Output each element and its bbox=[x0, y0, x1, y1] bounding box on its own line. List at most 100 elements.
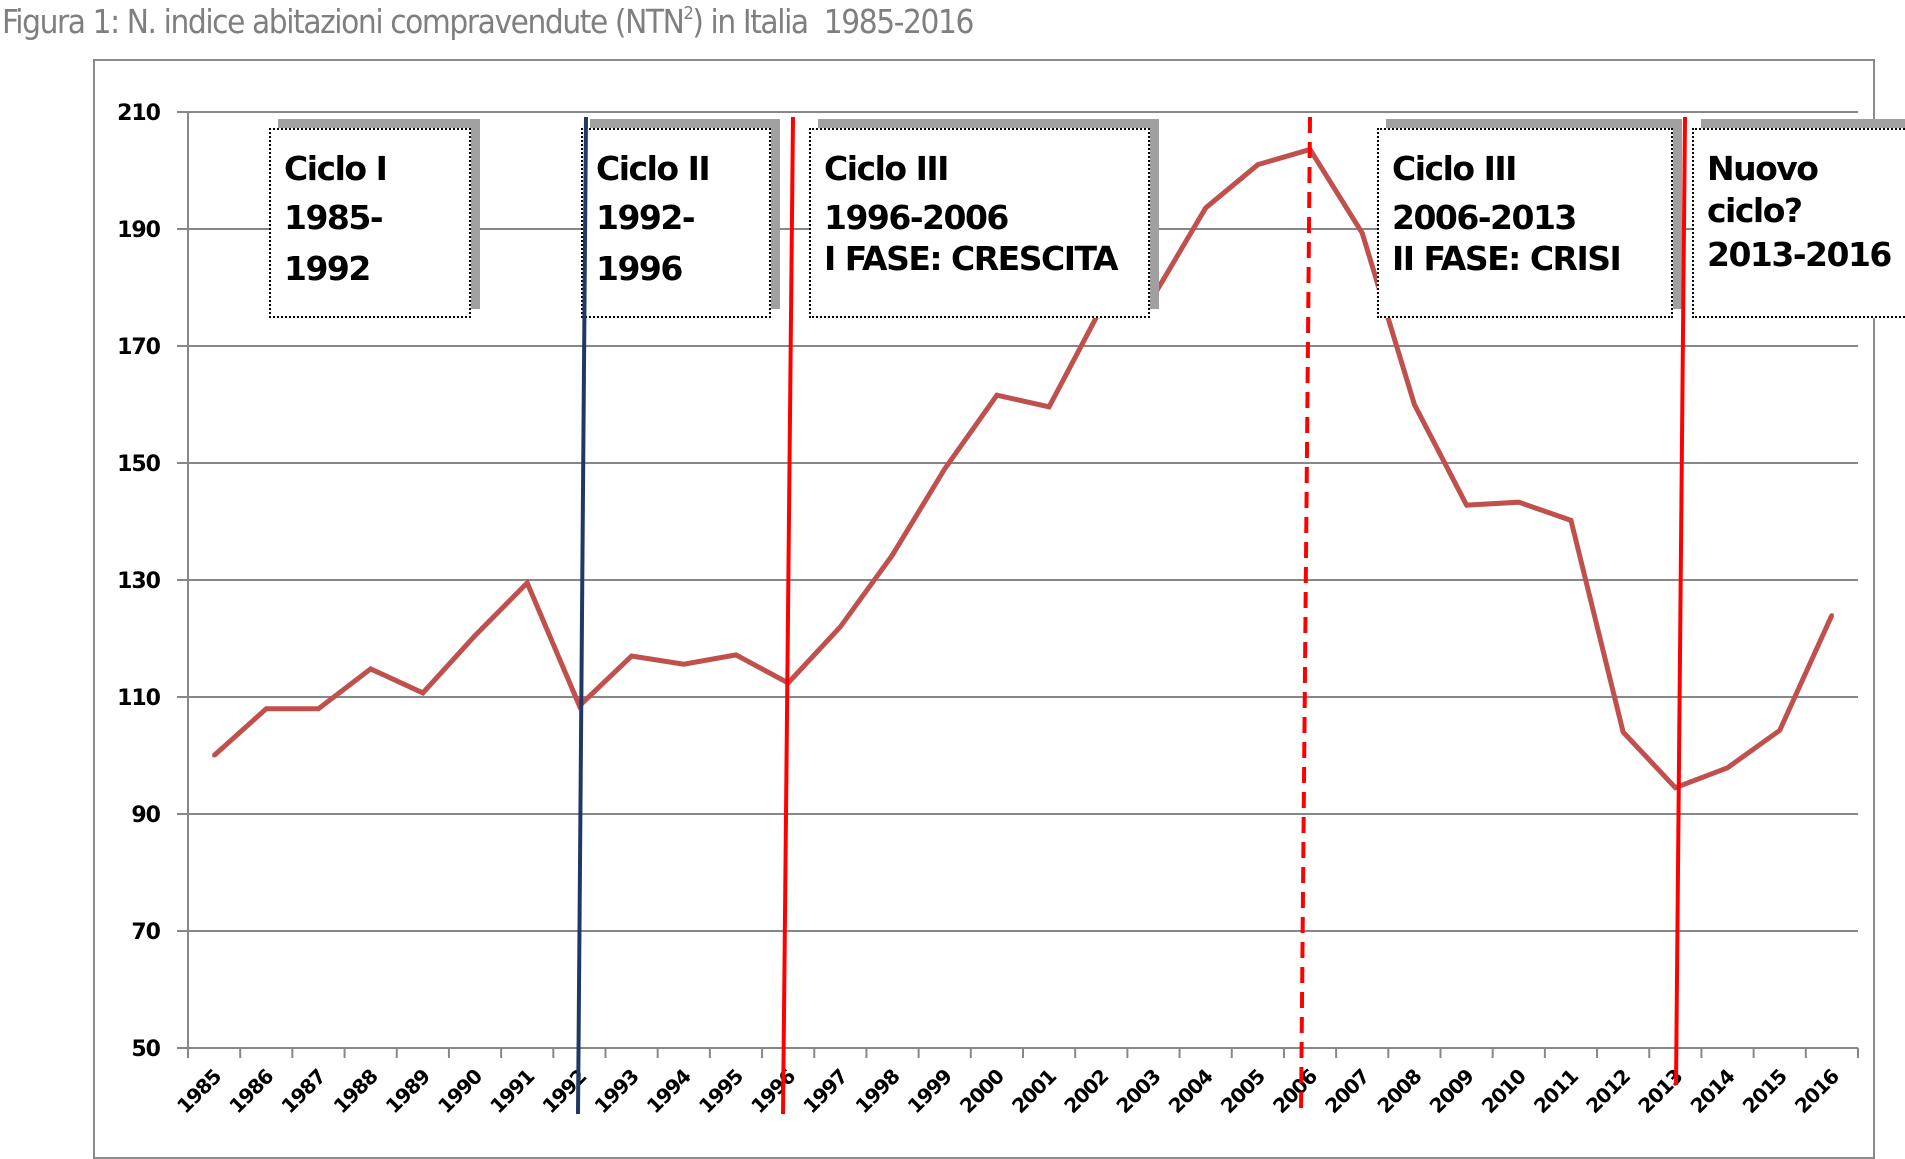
data-point bbox=[629, 654, 634, 659]
x-tick-label: 2007 bbox=[1320, 1065, 1374, 1119]
annotation-shadow bbox=[1148, 119, 1159, 309]
annotation-shadow bbox=[278, 119, 480, 130]
data-point bbox=[1412, 402, 1417, 407]
x-tick-label: 1987 bbox=[276, 1065, 330, 1119]
x-tick-label: 1986 bbox=[224, 1065, 278, 1119]
x-tick-label: 2008 bbox=[1372, 1065, 1426, 1119]
annotation-box: Nuovo ciclo? 2013-2016 bbox=[1692, 128, 1905, 318]
annotation-line: 2013-2016 bbox=[1707, 235, 1892, 274]
annotation-line: ciclo? bbox=[1707, 191, 1803, 230]
data-point bbox=[1621, 730, 1626, 735]
annotation-line: 1992 bbox=[284, 249, 371, 288]
y-tick-label: 70 bbox=[131, 920, 160, 945]
annotation-box: Ciclo II 1992- 1996 bbox=[581, 128, 771, 318]
x-tick-label: 2009 bbox=[1425, 1065, 1479, 1119]
data-point bbox=[1673, 785, 1678, 790]
data-point bbox=[838, 624, 843, 629]
annotation-box: Ciclo III 2006-2013 II FASE: CRISI bbox=[1377, 128, 1673, 318]
data-point bbox=[1568, 518, 1573, 523]
x-tick-label: 1991 bbox=[485, 1065, 539, 1119]
data-point bbox=[1360, 231, 1365, 236]
y-tick-label: 170 bbox=[117, 335, 161, 360]
data-point bbox=[1047, 404, 1052, 409]
x-tick-label: 1992 bbox=[537, 1065, 591, 1119]
data-point bbox=[1203, 205, 1208, 210]
annotation-line: 2006-2013 bbox=[1392, 198, 1577, 237]
x-axis: 1985198619871988198919901991199219931994… bbox=[172, 1047, 1859, 1119]
x-tick-label: 2004 bbox=[1164, 1065, 1218, 1119]
x-tick-label: 1988 bbox=[329, 1065, 383, 1119]
annotation-line: I FASE: CRESCITA bbox=[824, 239, 1118, 278]
y-tick-label: 110 bbox=[117, 686, 161, 711]
x-tick-label: 2006 bbox=[1268, 1065, 1322, 1119]
annotation-line: II FASE: CRISI bbox=[1392, 239, 1622, 278]
title-suffix: ) in Italia 1985-2016 bbox=[692, 2, 974, 41]
y-tick-label: 130 bbox=[117, 569, 161, 594]
data-point bbox=[733, 652, 738, 657]
x-tick-label: 2001 bbox=[1007, 1065, 1061, 1119]
y-tick-label: 150 bbox=[117, 452, 161, 477]
x-tick-label: 1994 bbox=[642, 1065, 696, 1119]
x-tick-label: 2003 bbox=[1111, 1065, 1165, 1119]
data-point bbox=[525, 580, 530, 585]
y-tick-label: 190 bbox=[117, 218, 161, 243]
x-tick-label: 2015 bbox=[1738, 1065, 1792, 1119]
annotation-line: 1985- bbox=[284, 198, 384, 237]
x-tick-label: 1997 bbox=[798, 1065, 852, 1119]
x-tick-label: 2000 bbox=[955, 1065, 1009, 1119]
annotation-shadow bbox=[590, 119, 780, 130]
x-tick-label: 2012 bbox=[1581, 1065, 1635, 1119]
data-point bbox=[420, 690, 425, 695]
data-point bbox=[1829, 613, 1834, 618]
annotation-shadow bbox=[1386, 119, 1682, 130]
annotation-line: 1996 bbox=[596, 249, 683, 288]
data-point bbox=[316, 706, 321, 711]
annotation-line: Ciclo II bbox=[596, 149, 711, 188]
annotation-shadow bbox=[769, 119, 780, 309]
x-tick-label: 2013 bbox=[1633, 1065, 1687, 1119]
data-point bbox=[994, 393, 999, 398]
x-tick-label: 1985 bbox=[172, 1065, 226, 1119]
data-point bbox=[1308, 147, 1313, 152]
y-tick-label: 50 bbox=[131, 1037, 160, 1062]
x-tick-label: 2010 bbox=[1477, 1065, 1531, 1119]
annotation-line: Nuovo bbox=[1707, 149, 1819, 188]
annotation-line: Ciclo I bbox=[284, 149, 388, 188]
data-point bbox=[681, 662, 686, 667]
x-tick-label: 2016 bbox=[1790, 1065, 1844, 1119]
x-tick-label: 2011 bbox=[1529, 1065, 1583, 1119]
title-superscript: 2 bbox=[683, 3, 693, 24]
x-tick-label: 2014 bbox=[1686, 1065, 1740, 1119]
x-tick-label: 1995 bbox=[694, 1065, 748, 1119]
annotation-line: 1992- bbox=[596, 198, 696, 237]
annotation-line: Ciclo III bbox=[1392, 149, 1517, 188]
data-point bbox=[1725, 765, 1730, 770]
data-point bbox=[577, 703, 582, 708]
x-tick-label: 2005 bbox=[1216, 1065, 1270, 1119]
x-tick-label: 1999 bbox=[903, 1065, 957, 1119]
annotation-box: Ciclo I 1985- 1992 bbox=[269, 128, 471, 318]
annotation-box: Ciclo III 1996-2006 I FASE: CRESCITA bbox=[809, 128, 1150, 318]
data-point bbox=[1777, 728, 1782, 733]
data-point bbox=[942, 466, 947, 471]
data-point bbox=[1516, 500, 1521, 505]
data-point bbox=[890, 552, 895, 557]
annotation-shadow bbox=[1701, 119, 1905, 130]
x-tick-label: 1998 bbox=[851, 1065, 905, 1119]
data-point bbox=[473, 633, 478, 638]
x-tick-label: 1989 bbox=[381, 1065, 435, 1119]
data-point bbox=[786, 680, 791, 685]
x-tick-label: 1990 bbox=[433, 1065, 487, 1119]
chart-title: Figura 1: N. indice abitazioni compraven… bbox=[2, 2, 974, 41]
y-axis: 50 70 90 110 130 150 170 190 210 bbox=[117, 101, 189, 1062]
annotation-line: 1996-2006 bbox=[824, 198, 1009, 237]
series-line bbox=[212, 146, 1835, 791]
x-tick-label: 1993 bbox=[590, 1065, 644, 1119]
annotation-line: Ciclo III bbox=[824, 149, 949, 188]
annotation-shadow bbox=[469, 119, 480, 309]
x-tick-label: 1996 bbox=[746, 1065, 800, 1119]
data-point bbox=[264, 706, 269, 711]
y-tick-label: 90 bbox=[131, 803, 160, 828]
annotation-shadow bbox=[818, 119, 1159, 130]
title-prefix: Figura 1: N. indice abitazioni compraven… bbox=[2, 2, 685, 41]
